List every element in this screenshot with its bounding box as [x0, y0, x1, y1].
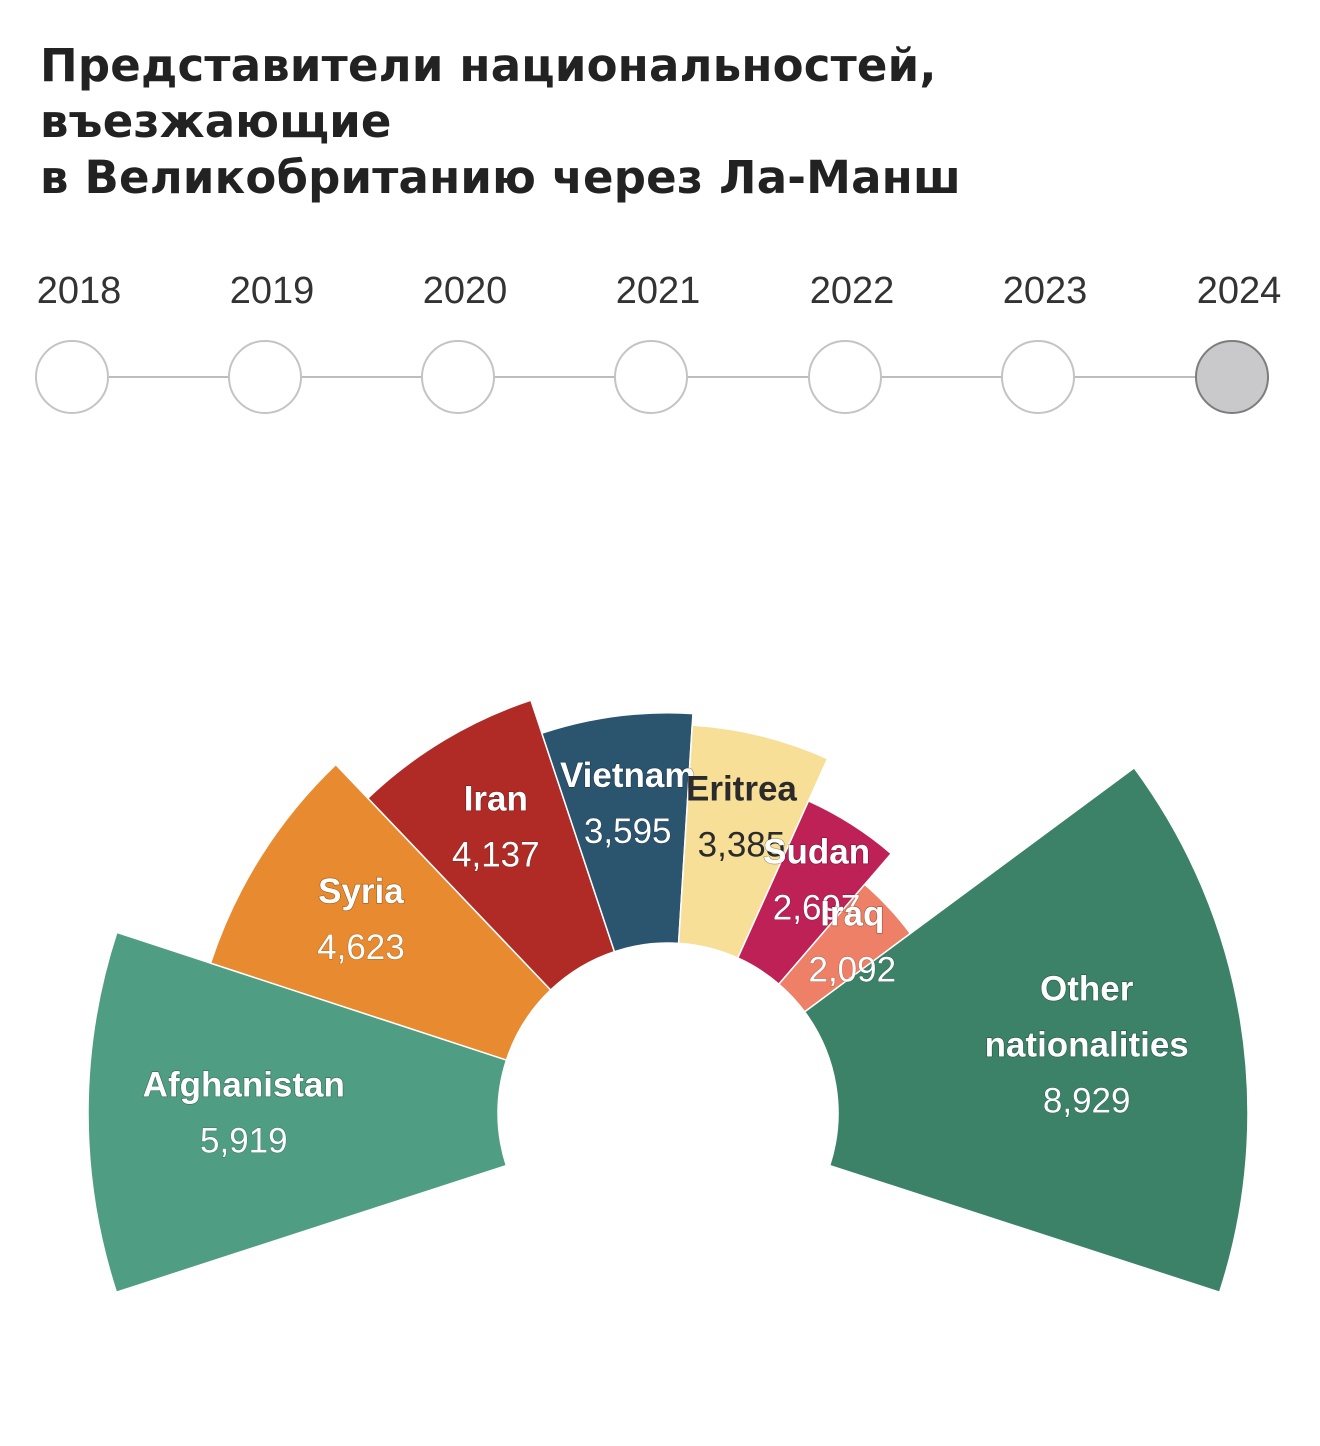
year-button-2020[interactable]: [421, 340, 495, 414]
year-label-2019: 2019: [229, 270, 315, 312]
segment-value-iraq: 2,092: [808, 951, 896, 990]
chart-title-line-2: в Великобританию через Ла-Манш: [40, 151, 961, 204]
year-label-2021: 2021: [615, 270, 701, 312]
year-button-2024[interactable]: [1195, 340, 1269, 414]
year-button-2019[interactable]: [228, 340, 302, 414]
segment-other-nationalities[interactable]: [803, 766, 1249, 1294]
segment-label-syria: Syria: [318, 872, 404, 911]
segment-iran[interactable]: [366, 699, 616, 992]
segment-label-vietnam: Vietnam: [560, 756, 696, 795]
segment-label-afghanistan: Afghanistan: [143, 1065, 345, 1104]
segment-syria[interactable]: [209, 763, 552, 1062]
segment-label-other-nationalities-1: Other: [1040, 970, 1134, 1009]
year-button-2018[interactable]: [35, 340, 109, 414]
segment-value-other-nationalities: 8,929: [1043, 1082, 1131, 1121]
segment-eritrea[interactable]: [677, 724, 829, 959]
chart-title: Представители национальностей, въезжающи…: [40, 38, 1290, 206]
segment-value-eritrea: 3,385: [698, 825, 786, 864]
year-button-2022[interactable]: [808, 340, 882, 414]
year-label-2024: 2024: [1196, 270, 1282, 312]
year-label-2020: 2020: [422, 270, 508, 312]
segment-label-eritrea: Eritrea: [686, 769, 797, 808]
year-label-2023: 2023: [1002, 270, 1088, 312]
chart-segments: [87, 699, 1249, 1294]
segment-label-other-nationalities-2: nationalities: [985, 1026, 1189, 1065]
segment-value-syria: 4,623: [317, 928, 405, 967]
year-label-2022: 2022: [809, 270, 895, 312]
segment-sudan[interactable]: [736, 799, 893, 986]
segment-value-vietnam: 3,595: [584, 812, 672, 851]
segment-label-iran: Iran: [464, 779, 528, 818]
segment-afghanistan[interactable]: [87, 931, 508, 1294]
segment-label-iraq: Iraq: [820, 895, 884, 934]
segment-value-sudan: 2,697: [773, 889, 861, 928]
year-button-2023[interactable]: [1001, 340, 1075, 414]
segment-value-afghanistan: 5,919: [200, 1121, 288, 1160]
year-button-2021[interactable]: [614, 340, 688, 414]
segment-value-iran: 4,137: [452, 835, 540, 874]
year-timeline: 2018 2019 2020 2021 2022 2023 2024: [0, 270, 1320, 430]
segment-label-sudan: Sudan: [763, 833, 870, 872]
chart-labels: Afghanistan 5,919 Syria 4,623 Iran 4,137 Vietn…: [142, 755, 1189, 1161]
chart-title-line-1: Представители национальностей, въезжающи…: [40, 39, 937, 148]
year-label-2018: 2018: [36, 270, 122, 312]
segment-vietnam[interactable]: [540, 712, 694, 953]
